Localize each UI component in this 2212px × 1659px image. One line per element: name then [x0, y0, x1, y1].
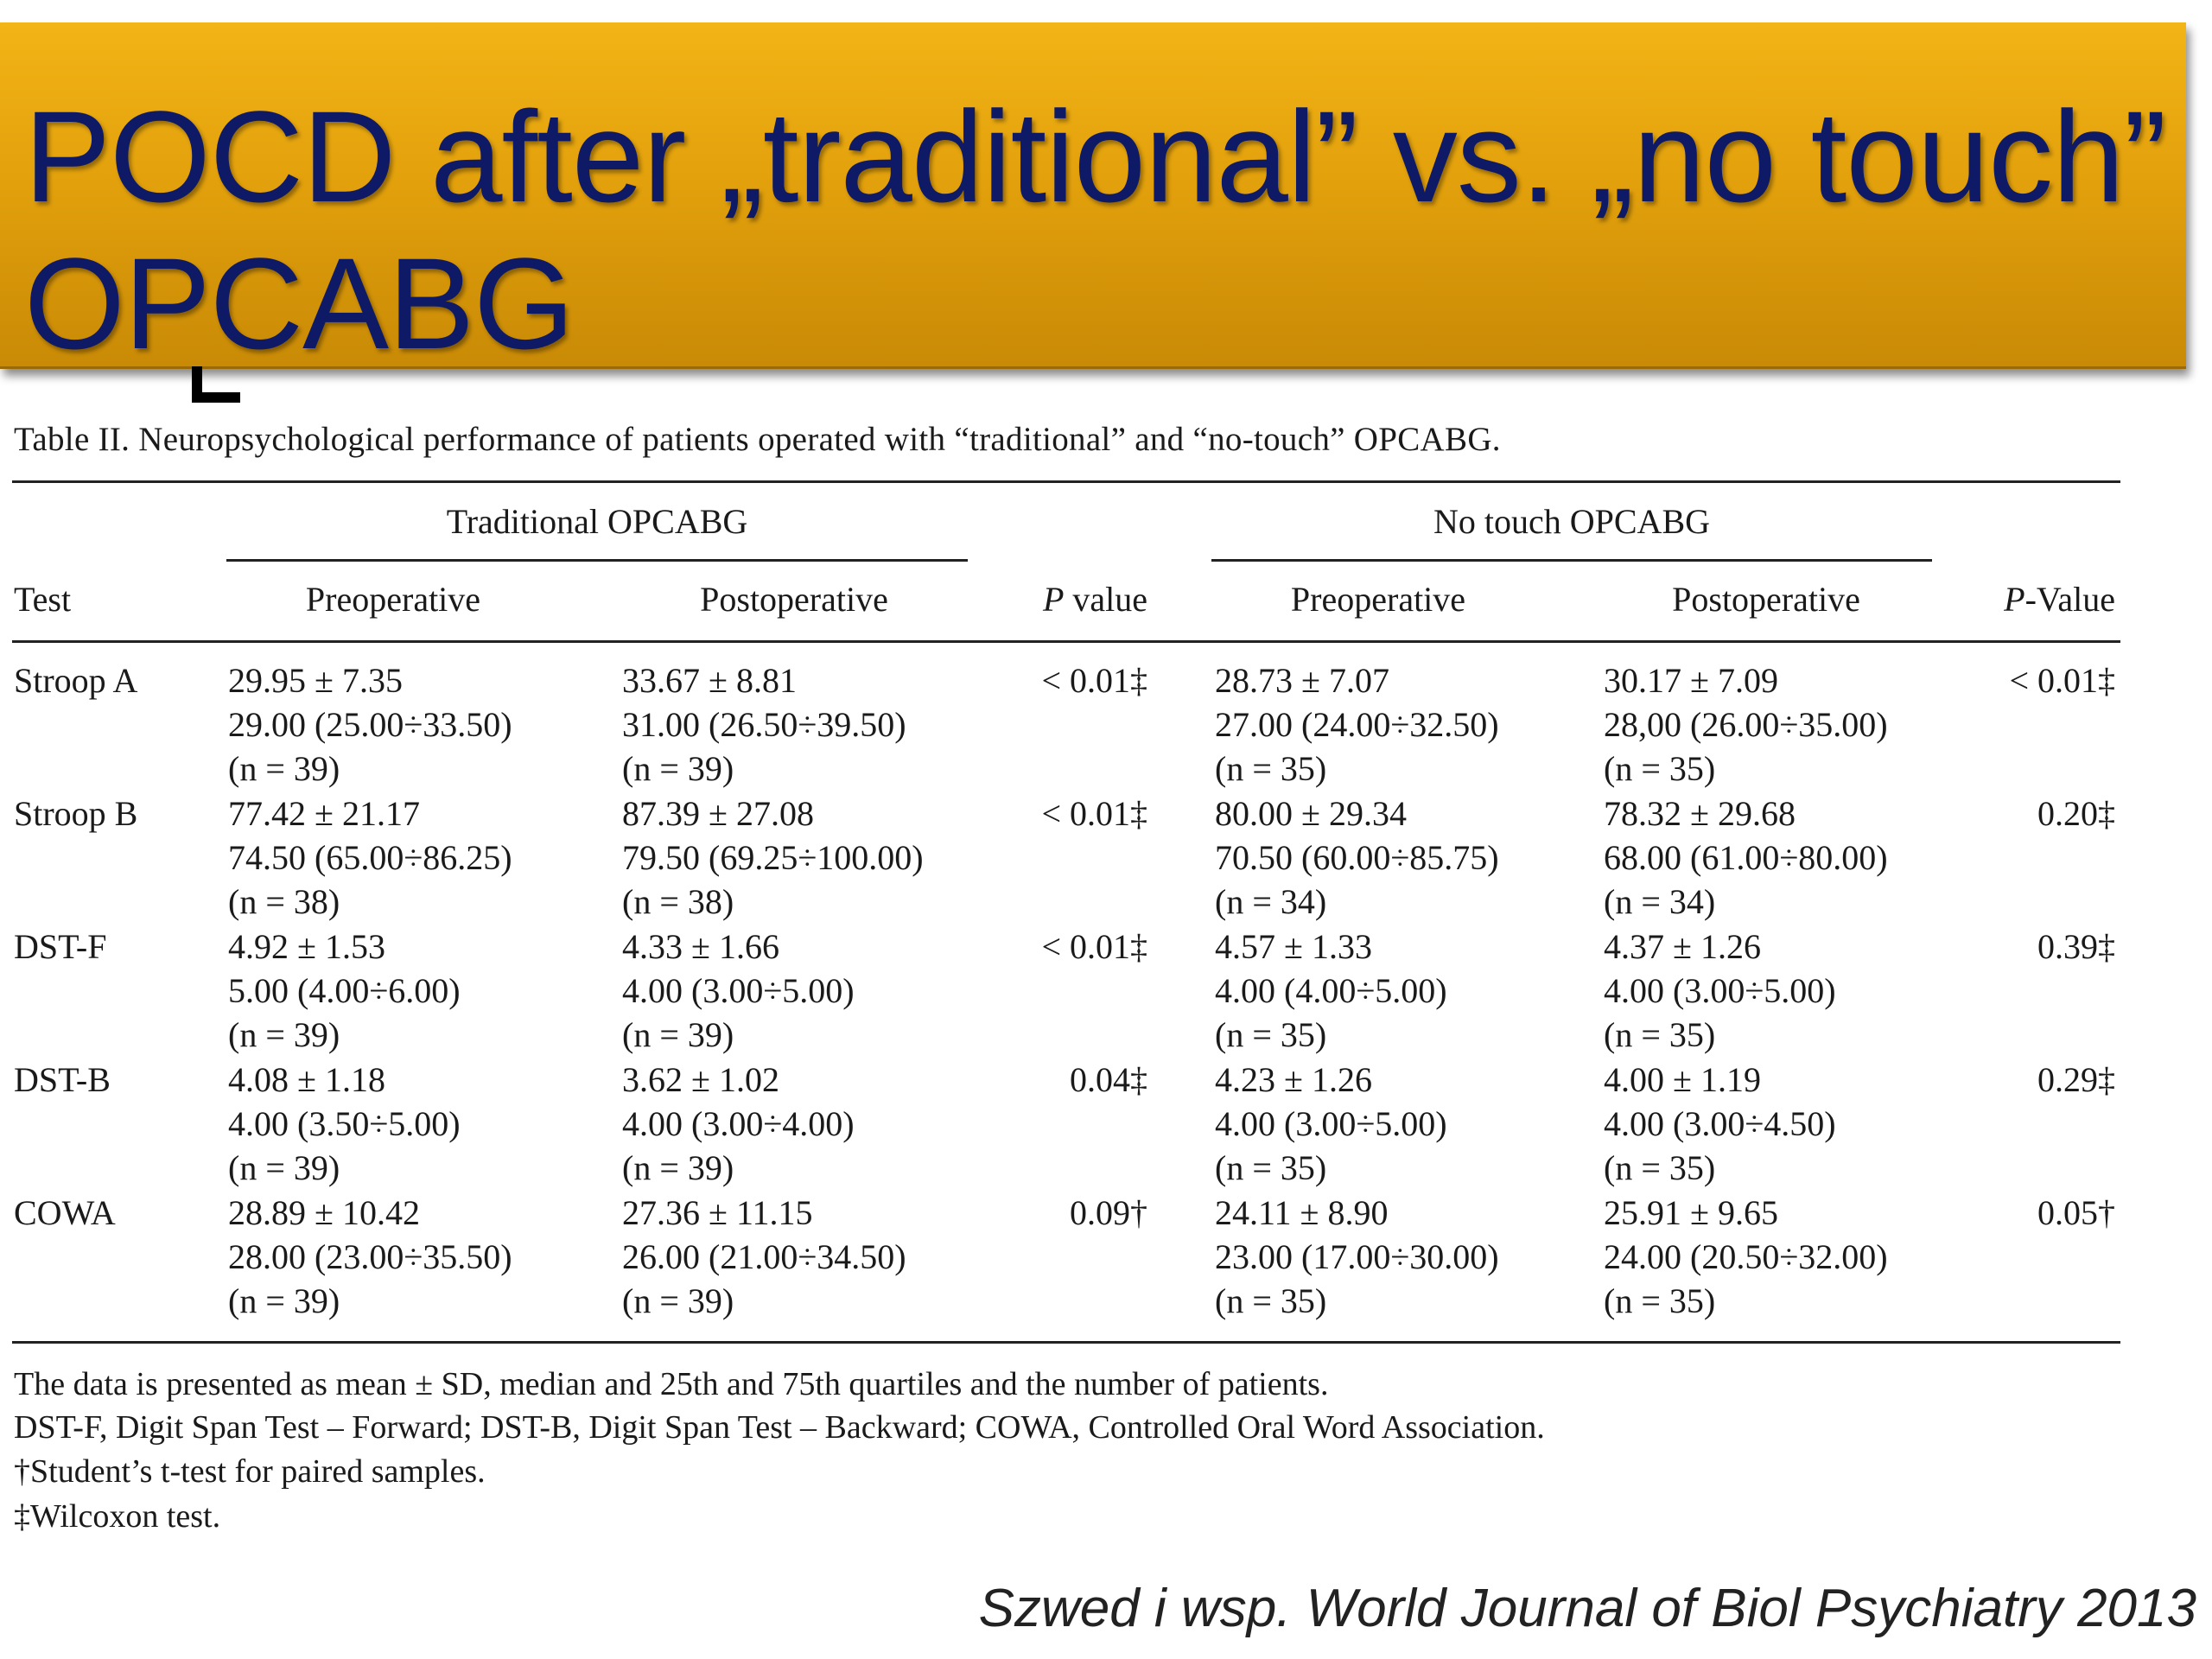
cell-trad-post-line: 4.33 ± 1.66: [622, 927, 779, 966]
table-header-rule: [12, 640, 2120, 643]
cell-nt-post-line: (n = 35): [1604, 1281, 1716, 1320]
cell-trad-post-line: (n = 39): [622, 1015, 734, 1054]
cell-nt-pre-line: 70.50 (60.00÷85.75): [1215, 838, 1499, 877]
cell-trad-p: 0.09†: [1070, 1193, 1147, 1232]
header-nt-p: P-Value: [2004, 580, 2115, 619]
cell-nt-post-line: (n = 35): [1604, 749, 1716, 788]
cell-nt-post-line: 68.00 (61.00÷80.00): [1604, 838, 1888, 877]
cell-nt-pre-line: 28.73 ± 7.07: [1215, 661, 1389, 700]
cell-nt-pre-line: (n = 35): [1215, 1281, 1327, 1320]
cell-trad-p: < 0.01‡: [1041, 927, 1147, 966]
cell-nt-post-line: 78.32 ± 29.68: [1604, 794, 1796, 833]
row-test-name: Stroop A: [14, 661, 138, 700]
cell-trad-pre-line: 29.95 ± 7.35: [228, 661, 403, 700]
cell-nt-pre-line: (n = 35): [1215, 1015, 1327, 1054]
cell-trad-post-line: 4.00 (3.00÷4.00): [622, 1104, 855, 1143]
cell-trad-pre-line: 28.89 ± 10.42: [228, 1193, 420, 1232]
cell-nt-pre-line: (n = 34): [1215, 882, 1327, 921]
cell-trad-pre-line: 4.00 (3.50÷5.00): [228, 1104, 461, 1143]
header-nt-pre: Preoperative: [1290, 580, 1466, 619]
cell-trad-post-line: 31.00 (26.50÷39.50): [622, 705, 906, 744]
cell-nt-post-line: 4.00 (3.00÷5.00): [1604, 971, 1836, 1010]
cell-trad-pre-line: 74.50 (65.00÷86.25): [228, 838, 512, 877]
title-banner: POCD after „traditional” vs. „no touch” …: [0, 22, 2186, 376]
cell-nt-post-line: 28,00 (26.00÷35.00): [1604, 705, 1888, 744]
cell-nt-pre-line: 27.00 (24.00÷32.50): [1215, 705, 1499, 744]
cell-nt-pre-line: 23.00 (17.00÷30.00): [1215, 1237, 1499, 1276]
cell-nt-pre-line: (n = 35): [1215, 1148, 1327, 1187]
table-caption: Table II. Neuropsychological performance…: [14, 421, 1501, 458]
cell-trad-post-line: (n = 39): [622, 749, 734, 788]
cell-nt-pre-line: 24.11 ± 8.90: [1215, 1193, 1389, 1232]
slide-title: POCD after „traditional” vs. „no touch” …: [24, 84, 2167, 376]
cell-trad-pre-line: 4.92 ± 1.53: [228, 927, 385, 966]
cell-trad-pre-line: (n = 38): [228, 882, 340, 921]
footnote-abbrev: DST-F, Digit Span Test – Forward; DST-B,…: [14, 1409, 1545, 1446]
cell-nt-pre-line: 4.57 ± 1.33: [1215, 927, 1372, 966]
header-nt-post: Postoperative: [1672, 580, 1860, 619]
source-citation: Szwed i wsp. World Journal of Biol Psych…: [978, 1579, 2196, 1638]
row-test-name: DST-F: [14, 927, 107, 966]
cell-trad-pre-line: (n = 39): [228, 749, 340, 788]
cell-trad-post-line: 26.00 (21.00÷34.50): [622, 1237, 906, 1276]
cell-nt-pre-line: 4.23 ± 1.26: [1215, 1060, 1372, 1099]
cell-nt-post-line: (n = 35): [1604, 1148, 1716, 1187]
cell-nt-pre-line: (n = 35): [1215, 749, 1327, 788]
bracket-mark: [192, 366, 240, 403]
cell-trad-pre-line: 29.00 (25.00÷33.50): [228, 705, 512, 744]
cell-nt-post-line: 25.91 ± 9.65: [1604, 1193, 1778, 1232]
footnote-ttest: †Student’s t-test for paired samples.: [14, 1453, 486, 1490]
header-trad-post: Postoperative: [700, 580, 888, 619]
cell-nt-pre-line: 4.00 (4.00÷5.00): [1215, 971, 1447, 1010]
group-header-no-touch: No touch OPCABG: [1433, 502, 1711, 541]
cell-nt-post-line: 4.00 ± 1.19: [1604, 1060, 1761, 1099]
cell-trad-pre-line: (n = 39): [228, 1015, 340, 1054]
cell-trad-post-line: 87.39 ± 27.08: [622, 794, 814, 833]
header-trad-pre: Preoperative: [305, 580, 481, 619]
group-rule-traditional: [226, 559, 968, 562]
cell-trad-pre-line: (n = 39): [228, 1281, 340, 1320]
row-test-name: Stroop B: [14, 794, 138, 833]
table-top-rule: [12, 480, 2120, 483]
cell-trad-post-line: (n = 39): [622, 1281, 734, 1320]
cell-nt-post-line: 24.00 (20.50÷32.00): [1604, 1237, 1888, 1276]
cell-nt-pre-line: 4.00 (3.00÷5.00): [1215, 1104, 1447, 1143]
cell-trad-pre-line: 77.42 ± 21.17: [228, 794, 420, 833]
cell-nt-post-line: (n = 34): [1604, 882, 1716, 921]
footnote-data: The data is presented as mean ± SD, medi…: [14, 1366, 1329, 1402]
cell-nt-pre-line: 80.00 ± 29.34: [1215, 794, 1407, 833]
cell-nt-post-line: 4.00 (3.00÷4.50): [1604, 1104, 1836, 1143]
header-trad-p: P value: [1042, 580, 1147, 619]
cell-nt-post-line: 4.37 ± 1.26: [1604, 927, 1761, 966]
row-test-name: DST-B: [14, 1060, 111, 1099]
cell-trad-pre-line: 4.08 ± 1.18: [228, 1060, 385, 1099]
cell-trad-post-line: 33.67 ± 8.81: [622, 661, 797, 700]
group-rule-no-touch: [1211, 559, 1932, 562]
cell-nt-p: 0.39‡: [2037, 927, 2115, 966]
cell-trad-p: < 0.01‡: [1041, 661, 1147, 700]
cell-nt-p: 0.05†: [2037, 1193, 2115, 1232]
row-test-name: COWA: [14, 1193, 116, 1232]
cell-nt-post-line: (n = 35): [1604, 1015, 1716, 1054]
cell-trad-post-line: 3.62 ± 1.02: [622, 1060, 779, 1099]
cell-nt-p: 0.20‡: [2037, 794, 2115, 833]
cell-trad-post-line: 79.50 (69.25÷100.00): [622, 838, 924, 877]
footnote-wilcoxon: ‡Wilcoxon test.: [14, 1498, 221, 1535]
cell-trad-pre-line: 5.00 (4.00÷6.00): [228, 971, 461, 1010]
cell-trad-p: 0.04‡: [1070, 1060, 1147, 1099]
cell-trad-pre-line: 28.00 (23.00÷35.50): [228, 1237, 512, 1276]
cell-trad-post-line: (n = 38): [622, 882, 734, 921]
cell-nt-post-line: 30.17 ± 7.09: [1604, 661, 1778, 700]
group-header-traditional: Traditional OPCABG: [446, 502, 748, 541]
table-bottom-rule: [12, 1341, 2120, 1344]
cell-trad-pre-line: (n = 39): [228, 1148, 340, 1187]
cell-nt-p: 0.29‡: [2037, 1060, 2115, 1099]
cell-nt-p: < 0.01‡: [2009, 661, 2115, 700]
cell-trad-p: < 0.01‡: [1041, 794, 1147, 833]
header-test: Test: [14, 580, 72, 619]
cell-trad-post-line: 27.36 ± 11.15: [622, 1193, 813, 1232]
cell-trad-post-line: (n = 39): [622, 1148, 734, 1187]
cell-trad-post-line: 4.00 (3.00÷5.00): [622, 971, 855, 1010]
